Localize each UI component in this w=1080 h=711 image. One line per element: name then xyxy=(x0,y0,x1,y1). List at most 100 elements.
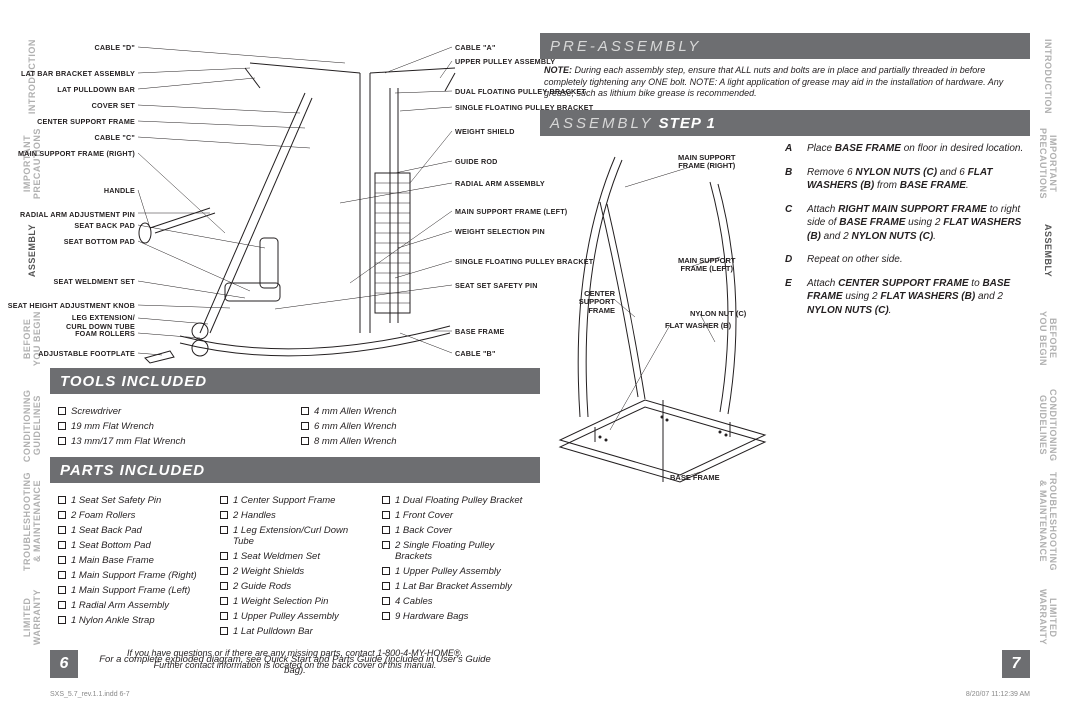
dia-label-left-8: RADIAL ARM ADJUSTMENT PIN xyxy=(20,210,135,219)
part-label: 9 Hardware Bags xyxy=(395,611,468,622)
part-label: 1 Main Support Frame (Left) xyxy=(71,585,190,596)
part-label: 1 Seat Weldmen Set xyxy=(233,551,320,562)
part-item: 1 Radial Arm Assembly xyxy=(58,598,208,613)
tab-assembly[interactable]: ASSEMBLY xyxy=(1033,207,1063,294)
tools-list: Screwdriver19 mm Flat Wrench13 mm/17 mm … xyxy=(50,400,540,449)
left-side-tabs: INTRODUCTIONIMPORTANTPRECAUTIONSASSEMBLY… xyxy=(17,33,47,661)
dia-label-left-3: COVER SET xyxy=(92,101,135,110)
step-letter: E xyxy=(785,277,799,318)
tool-label: 13 mm/17 mm Flat Wrench xyxy=(71,436,186,447)
label-base: BASE FRAME xyxy=(670,474,720,482)
checkbox-icon xyxy=(220,496,228,504)
tab-introduction[interactable]: INTRODUCTION xyxy=(1033,33,1063,120)
tool-item: 19 mm Flat Wrench xyxy=(58,419,289,434)
step-text: Remove 6 NYLON NUTS (C) and 6 FLAT WASHE… xyxy=(807,166,1030,193)
part-item: 2 Single Floating Pulley Brackets xyxy=(382,538,532,564)
part-label: 1 Weight Selection Pin xyxy=(233,596,328,607)
checkbox-icon xyxy=(301,407,309,415)
step-letter: B xyxy=(785,166,799,193)
checkbox-icon xyxy=(382,511,390,519)
checkbox-icon xyxy=(382,582,390,590)
tab-troubleshooting[interactable]: TROUBLESHOOTING& MAINTENANCE xyxy=(1033,469,1063,574)
step1-sketch xyxy=(540,142,775,497)
checkbox-icon xyxy=(58,496,66,504)
tool-item: 4 mm Allen Wrench xyxy=(301,404,532,419)
step-letter: C xyxy=(785,203,799,244)
label-main-right: MAIN SUPPORTFRAME (RIGHT) xyxy=(678,154,736,171)
step-instructions: APlace BASE FRAME on floor in desired lo… xyxy=(785,142,1030,497)
label-nylon: NYLON NUT (C) xyxy=(690,310,746,318)
exploded-diagram: CABLE "D"LAT BAR BRACKET ASSEMBLYLAT PUL… xyxy=(50,33,540,368)
part-item: 1 Seat Back Pad xyxy=(58,523,208,538)
part-label: 1 Nylon Ankle Strap xyxy=(71,615,155,626)
step-text: Attach CENTER SUPPORT FRAME to BASE FRAM… xyxy=(807,277,1030,318)
footer-timestamp: 8/20/07 11:12:39 AM xyxy=(966,691,1030,698)
checkbox-icon xyxy=(301,437,309,445)
checkbox-icon xyxy=(58,616,66,624)
checkbox-icon xyxy=(220,627,228,635)
step-row-B: B Remove 6 NYLON NUTS (C) and 6 FLAT WASH… xyxy=(785,166,1030,193)
checkbox-icon xyxy=(58,586,66,594)
dia-label-left-7: HANDLE xyxy=(104,186,135,195)
tool-item: 6 mm Allen Wrench xyxy=(301,419,532,434)
pre-assembly-header: PRE-ASSEMBLY xyxy=(540,33,1030,59)
part-item: 1 Back Cover xyxy=(382,523,532,538)
dia-label-left-9: SEAT BACK PAD xyxy=(74,221,135,230)
tab-important[interactable]: IMPORTANTPRECAUTIONS xyxy=(1033,120,1063,207)
part-item: 1 Weight Selection Pin xyxy=(220,594,370,609)
part-label: 1 Back Cover xyxy=(395,525,452,536)
part-item: 1 Nylon Ankle Strap xyxy=(58,613,208,628)
right-side-tabs: INTRODUCTIONIMPORTANTPRECAUTIONSASSEMBLY… xyxy=(1033,33,1063,661)
part-label: 1 Upper Pulley Assembly xyxy=(395,566,501,577)
page-number-7: 7 xyxy=(1002,650,1030,678)
part-label: 1 Main Base Frame xyxy=(71,555,154,566)
checkbox-icon xyxy=(220,552,228,560)
step-1-header: ASSEMBLY STEP 1 xyxy=(540,110,1030,136)
dia-label-left-10: SEAT BOTTOM PAD xyxy=(64,237,135,246)
checkbox-icon xyxy=(220,612,228,620)
step-header-light: ASSEMBLY xyxy=(550,115,654,132)
part-label: 1 Upper Pulley Assembly xyxy=(233,611,339,622)
tool-label: 8 mm Allen Wrench xyxy=(314,436,397,447)
dia-label-right-0: CABLE "A" xyxy=(455,43,496,52)
parts-list: 1 Seat Set Safety Pin2 Foam Rollers1 Sea… xyxy=(50,489,540,639)
dia-label-right-8: WEIGHT SELECTION PIN xyxy=(455,227,545,236)
checkbox-icon xyxy=(58,556,66,564)
tab-conditioning[interactable]: CONDITIONINGGUIDELINES xyxy=(1033,382,1063,469)
step-letter: D xyxy=(785,253,799,267)
tab-assembly[interactable]: ASSEMBLY xyxy=(17,207,47,294)
part-item: 2 Guide Rods xyxy=(220,579,370,594)
dia-label-right-10: SEAT SET SAFETY PIN xyxy=(455,281,538,290)
checkbox-icon xyxy=(58,601,66,609)
tab-before[interactable]: BEFOREYOU BEGIN xyxy=(1033,295,1063,382)
dia-label-left-11: SEAT WELDMENT SET xyxy=(53,277,135,286)
tab-limited[interactable]: LIMITEDWARRANTY xyxy=(17,574,47,661)
part-item: 1 Main Base Frame xyxy=(58,553,208,568)
checkbox-icon xyxy=(220,511,228,519)
tab-conditioning[interactable]: CONDITIONINGGUIDELINES xyxy=(17,382,47,469)
tab-troubleshooting[interactable]: TROUBLESHOOTING& MAINTENANCE xyxy=(17,469,47,574)
checkbox-icon xyxy=(58,511,66,519)
checkbox-icon xyxy=(382,612,390,620)
tool-label: 4 mm Allen Wrench xyxy=(314,406,397,417)
checkbox-icon xyxy=(220,582,228,590)
parts-header: PARTS INCLUDED xyxy=(50,457,540,483)
tab-limited[interactable]: LIMITEDWARRANTY xyxy=(1033,574,1063,661)
part-item: 1 Lat Bar Bracket Assembly xyxy=(382,579,532,594)
checkbox-icon xyxy=(58,422,66,430)
checkbox-icon xyxy=(382,541,390,549)
part-item: 1 Upper Pulley Assembly xyxy=(220,609,370,624)
assembly-note: NOTE: During each assembly step, ensure … xyxy=(540,65,1030,110)
checkbox-icon xyxy=(382,597,390,605)
part-item: 1 Upper Pulley Assembly xyxy=(382,564,532,579)
part-item: 2 Weight Shields xyxy=(220,564,370,579)
label-main-left: MAIN SUPPORTFRAME (LEFT) xyxy=(678,257,736,274)
part-label: 4 Cables xyxy=(395,596,433,607)
step-letter: A xyxy=(785,142,799,156)
tool-item: 8 mm Allen Wrench xyxy=(301,434,532,449)
part-label: 1 Center Support Frame xyxy=(233,495,335,506)
step-row-D: DRepeat on other side. xyxy=(785,253,1030,267)
tab-important[interactable]: IMPORTANTPRECAUTIONS xyxy=(17,120,47,207)
part-item: 1 Lat Pulldown Bar xyxy=(220,624,370,639)
checkbox-icon xyxy=(382,526,390,534)
